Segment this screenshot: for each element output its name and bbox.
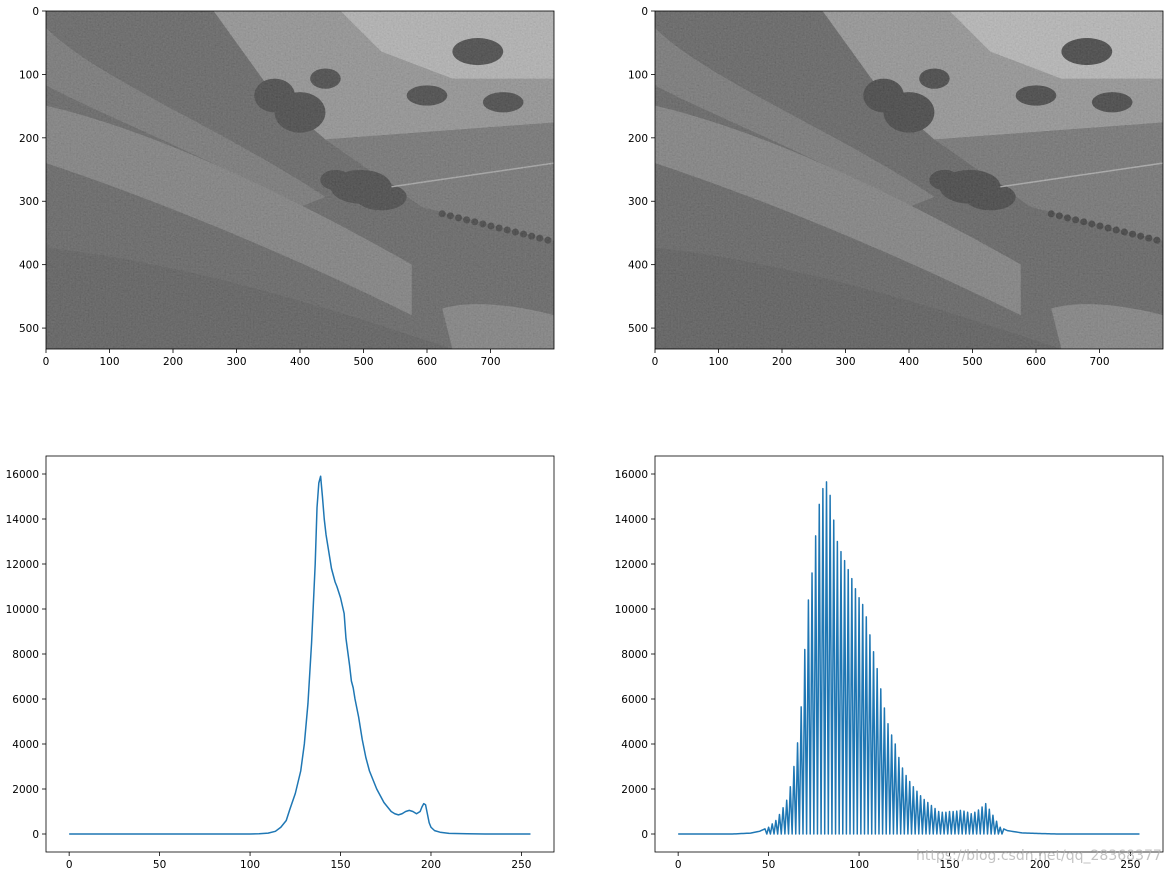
x-tick-label: 100 — [99, 356, 119, 368]
x-tick-label: 700 — [1089, 356, 1109, 368]
y-tick-label: 0 — [641, 829, 648, 841]
image-panel-equalized: 0 100 200 300 400 500 600 700 0 100 200 300 400 500 — [628, 6, 1164, 368]
x-tick-label: 100 — [708, 356, 728, 368]
y-tick-label: 14000 — [6, 514, 39, 526]
image-panel-original: 0 100 200 300 400 500 600 700 0 100 200 300 400 500 — [19, 6, 555, 368]
y-tick-label: 16000 — [615, 469, 648, 481]
x-tick-label: 50 — [153, 859, 166, 871]
y-tick-label: 400 — [628, 260, 648, 272]
y-tick-label: 0 — [32, 829, 39, 841]
x-tick-label: 200 — [163, 356, 183, 368]
y-tick-label: 6000 — [12, 694, 39, 706]
y-tick-label: 200 — [628, 133, 648, 145]
y-tick-label: 10000 — [6, 604, 39, 616]
x-tick-label: 250 — [1120, 859, 1140, 871]
x-tick-label: 0 — [675, 859, 682, 871]
x-tick-label: 400 — [290, 356, 310, 368]
landscape-image — [46, 11, 554, 349]
y-tick-label: 400 — [19, 260, 39, 272]
y-tick-label: 12000 — [615, 559, 648, 571]
x-tick-label: 200 — [1030, 859, 1050, 871]
x-tick-label: 300 — [835, 356, 855, 368]
x-tick-label: 500 — [962, 356, 982, 368]
y-tick-label: 200 — [19, 133, 39, 145]
x-tick-label: 600 — [417, 356, 437, 368]
y-tick-label: 10000 — [615, 604, 648, 616]
y-tick-label: 300 — [628, 196, 648, 208]
y-tick-label: 500 — [628, 323, 648, 335]
image-texture — [655, 11, 1163, 349]
y-tick-label: 100 — [19, 69, 39, 81]
x-tick-label: 100 — [849, 859, 869, 871]
x-tick-label: 150 — [940, 859, 960, 871]
x-tick-label: 0 — [652, 356, 659, 368]
histogram-panel-equalized: 0 50 100 150 200 250 0 2000 4000 6000 8000 10000 120… — [615, 455, 1164, 871]
x-tick-label: 250 — [511, 859, 531, 871]
x-tick-label: 700 — [480, 356, 500, 368]
y-tick-label: 8000 — [12, 649, 39, 661]
y-tick-label: 14000 — [615, 514, 648, 526]
histogram-line — [678, 481, 1140, 835]
histogram-panel-original: 0 50 100 150 200 250 0 2000 4000 6000 8000 10000 120… — [6, 455, 555, 871]
x-tick-label: 100 — [240, 859, 260, 871]
y-tick-label: 6000 — [621, 694, 648, 706]
x-tick-label: 600 — [1026, 356, 1046, 368]
watermark-text: https://blog.csdn.net/qq_28368377 — [916, 848, 1162, 864]
y-tick-label: 16000 — [6, 469, 39, 481]
image-texture — [46, 11, 554, 349]
x-tick-label: 0 — [43, 356, 50, 368]
x-tick-label: 200 — [772, 356, 792, 368]
y-tick-label: 300 — [19, 196, 39, 208]
landscape-image — [655, 11, 1163, 349]
y-tick-label: 100 — [628, 69, 648, 81]
y-tick-label: 4000 — [621, 739, 648, 751]
x-tick-label: 300 — [226, 356, 246, 368]
axes-frame — [654, 455, 1164, 853]
x-tick-label: 200 — [421, 859, 441, 871]
x-tick-label: 500 — [353, 356, 373, 368]
y-tick-label: 12000 — [6, 559, 39, 571]
y-tick-label: 2000 — [12, 784, 39, 796]
x-tick-label: 50 — [762, 859, 775, 871]
x-tick-label: 400 — [899, 356, 919, 368]
histogram-line — [69, 475, 531, 835]
y-tick-label: 2000 — [621, 784, 648, 796]
y-tick-label: 500 — [19, 323, 39, 335]
x-tick-label: 0 — [66, 859, 73, 871]
y-tick-label: 0 — [32, 6, 39, 18]
y-tick-label: 0 — [641, 6, 648, 18]
axes-frame — [45, 455, 555, 853]
y-tick-label: 4000 — [12, 739, 39, 751]
y-tick-label: 8000 — [621, 649, 648, 661]
x-tick-label: 150 — [331, 859, 351, 871]
